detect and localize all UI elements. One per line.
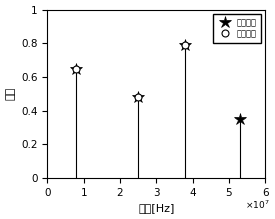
Text: $\times10^7$: $\times10^7$: [245, 198, 270, 211]
实际参数: [184, 44, 187, 46]
估计参数: [75, 67, 78, 70]
估计参数: [136, 96, 140, 99]
实际参数: [75, 67, 78, 70]
Line: 估计参数: 估计参数: [73, 41, 189, 101]
实际参数: [238, 118, 241, 120]
实际参数: [136, 96, 140, 99]
Y-axis label: 幅値: 幅値: [6, 87, 16, 101]
Legend: 实际参数, 估计参数: 实际参数, 估计参数: [213, 14, 261, 42]
估计参数: [184, 44, 187, 46]
X-axis label: 频率[Hz]: 频率[Hz]: [138, 203, 174, 214]
Line: 实际参数: 实际参数: [70, 39, 246, 125]
